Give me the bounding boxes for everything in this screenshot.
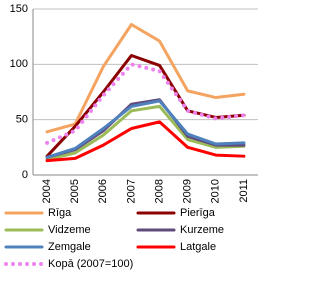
y-tick-label: 50 (16, 114, 28, 126)
series-line (45, 120, 246, 163)
legend-label: Kurzeme (180, 224, 224, 236)
series-line (45, 62, 246, 145)
legend-label: Pierīga (180, 207, 216, 219)
series-line (45, 104, 246, 162)
x-tick-label: 2010 (210, 179, 222, 203)
series-line (45, 53, 246, 158)
y-tick-label: 0 (22, 169, 28, 181)
x-tick-label: 2008 (153, 179, 165, 203)
y-tick-label: 100 (10, 58, 28, 70)
x-tick-label: 2006 (97, 179, 109, 203)
x-tick-label: 2011 (238, 179, 250, 203)
series-line (45, 22, 246, 134)
x-tick-label: 2004 (41, 179, 53, 203)
x-tick-label: 2007 (125, 179, 137, 203)
legend-label: Kopā (2007=100) (48, 258, 133, 270)
legend-label: Zemgale (48, 241, 91, 253)
x-tick-label: 2009 (182, 179, 194, 203)
series-line (45, 99, 246, 159)
chart: 0 50 100 150 2004 2005 2006 2007 2008 2009 2010 201… (4, 3, 258, 270)
x-tick-label: 2005 (69, 179, 81, 203)
y-tick-label: 150 (10, 3, 28, 15)
legend-label: Rīga (48, 207, 72, 219)
legend-label: Vidzeme (48, 224, 91, 236)
legend-label: Latgale (180, 241, 216, 253)
